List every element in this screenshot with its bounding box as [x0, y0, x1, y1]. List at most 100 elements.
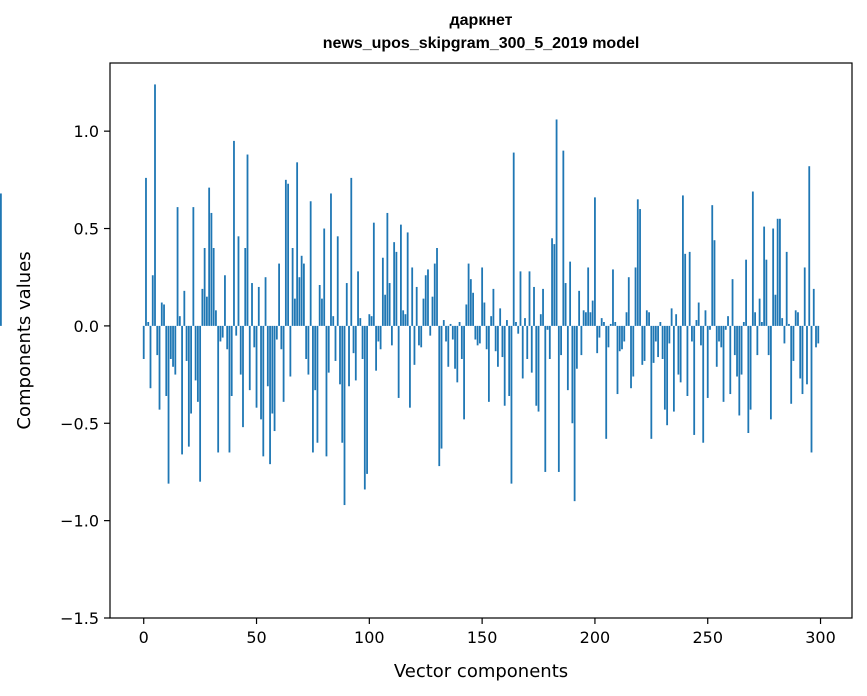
- bar-185: [560, 325, 562, 356]
- bar-106: [381, 257, 384, 326]
- bar-173: [533, 286, 535, 326]
- bar-163: [510, 325, 513, 484]
- bar-215: [627, 277, 630, 326]
- bar-122: [418, 325, 420, 346]
- bar-28: [205, 296, 208, 326]
- bar-237: [677, 325, 680, 375]
- bar-116: [404, 314, 407, 326]
- bar-164: [512, 152, 515, 326]
- bar-3: [149, 325, 152, 389]
- bar-133: [442, 320, 445, 326]
- bar-153: [487, 325, 490, 402]
- bar-179: [546, 325, 549, 330]
- bar-209: [614, 322, 617, 326]
- bar-62: [282, 325, 285, 402]
- bar-172: [530, 325, 533, 373]
- bar-12: [169, 325, 172, 359]
- bar-36: [224, 275, 226, 326]
- bar-281: [776, 218, 779, 326]
- bar-206: [607, 325, 610, 348]
- bar-17: [181, 325, 183, 455]
- bar-4: [151, 275, 154, 326]
- x-tick-label: 250: [692, 628, 723, 647]
- bar-77: [316, 325, 319, 443]
- bar-299: [817, 325, 820, 344]
- bar-83: [330, 193, 332, 326]
- bar-285: [785, 251, 788, 326]
- bar-211: [618, 325, 621, 352]
- bar-34: [219, 325, 222, 342]
- bar-129: [433, 263, 436, 326]
- bar-98: [363, 325, 366, 490]
- bar-176: [539, 314, 542, 326]
- chart-subtitle: news_upos_skipgram_300_5_2019 model: [322, 35, 640, 52]
- bar-192: [575, 325, 578, 369]
- bar-275: [763, 226, 766, 326]
- bar-187: [564, 283, 567, 326]
- bar-90: [345, 283, 348, 326]
- y-tick-label: −1.0: [60, 512, 99, 531]
- bar-270: [751, 191, 754, 326]
- bar-168: [521, 325, 524, 379]
- bar-51: [257, 286, 260, 326]
- bar-59: [275, 325, 278, 340]
- bar-268: [747, 325, 750, 433]
- bar-26: [201, 288, 204, 326]
- bar-134: [445, 325, 447, 342]
- bar-293: [803, 267, 806, 326]
- bar-44: [242, 325, 244, 428]
- bar-136: [449, 323, 452, 326]
- bar-140: [458, 322, 461, 326]
- bar-161: [506, 320, 508, 326]
- bar-231: [663, 325, 666, 410]
- bar-167: [519, 271, 522, 326]
- bar-254: [715, 325, 718, 367]
- bar-169: [524, 318, 526, 326]
- chart-title: даркнет: [449, 12, 513, 29]
- bar-79: [321, 298, 323, 326]
- bar-109: [388, 283, 391, 326]
- bar-43: [239, 325, 242, 375]
- bar-202: [598, 325, 601, 338]
- bar-87: [339, 325, 341, 385]
- bar-70: [300, 255, 303, 326]
- bar-0: [142, 325, 145, 359]
- bar-38: [228, 325, 231, 453]
- bar-294: [806, 325, 808, 385]
- y-tick-label: −0.5: [60, 414, 99, 433]
- bar-221: [641, 325, 644, 365]
- y-axis-label: Components values: [14, 251, 35, 429]
- bar-56: [269, 325, 271, 465]
- bar-30: [210, 212, 213, 326]
- bar-203: [600, 318, 603, 326]
- bar-224: [648, 312, 650, 326]
- bar-2: [147, 322, 150, 326]
- bar-85: [334, 325, 337, 361]
- bar-72: [305, 325, 308, 359]
- bar-6: [156, 325, 159, 356]
- bar-181: [551, 238, 553, 326]
- bar-247: [700, 325, 702, 346]
- bar-37: [226, 325, 229, 350]
- bar-48: [251, 283, 253, 326]
- bar-296: [810, 325, 813, 453]
- bar-292: [801, 325, 804, 395]
- bar-1: [145, 177, 147, 326]
- bar-191: [573, 325, 576, 502]
- bar-184: [557, 325, 560, 472]
- bar-246: [697, 302, 700, 326]
- bar-80: [323, 228, 326, 326]
- bar-243: [691, 325, 693, 342]
- bar-210: [616, 325, 619, 395]
- bar-108: [386, 212, 389, 326]
- bar-186: [562, 150, 565, 326]
- bar-124: [422, 298, 425, 326]
- bar-269: [749, 325, 752, 410]
- bar-52: [260, 325, 262, 420]
- bar-227: [654, 325, 657, 342]
- bar-25: [199, 325, 202, 482]
- bar-20: [187, 325, 190, 447]
- bar-67: [293, 298, 296, 326]
- bar-248: [702, 325, 705, 443]
- bar-123: [420, 325, 423, 348]
